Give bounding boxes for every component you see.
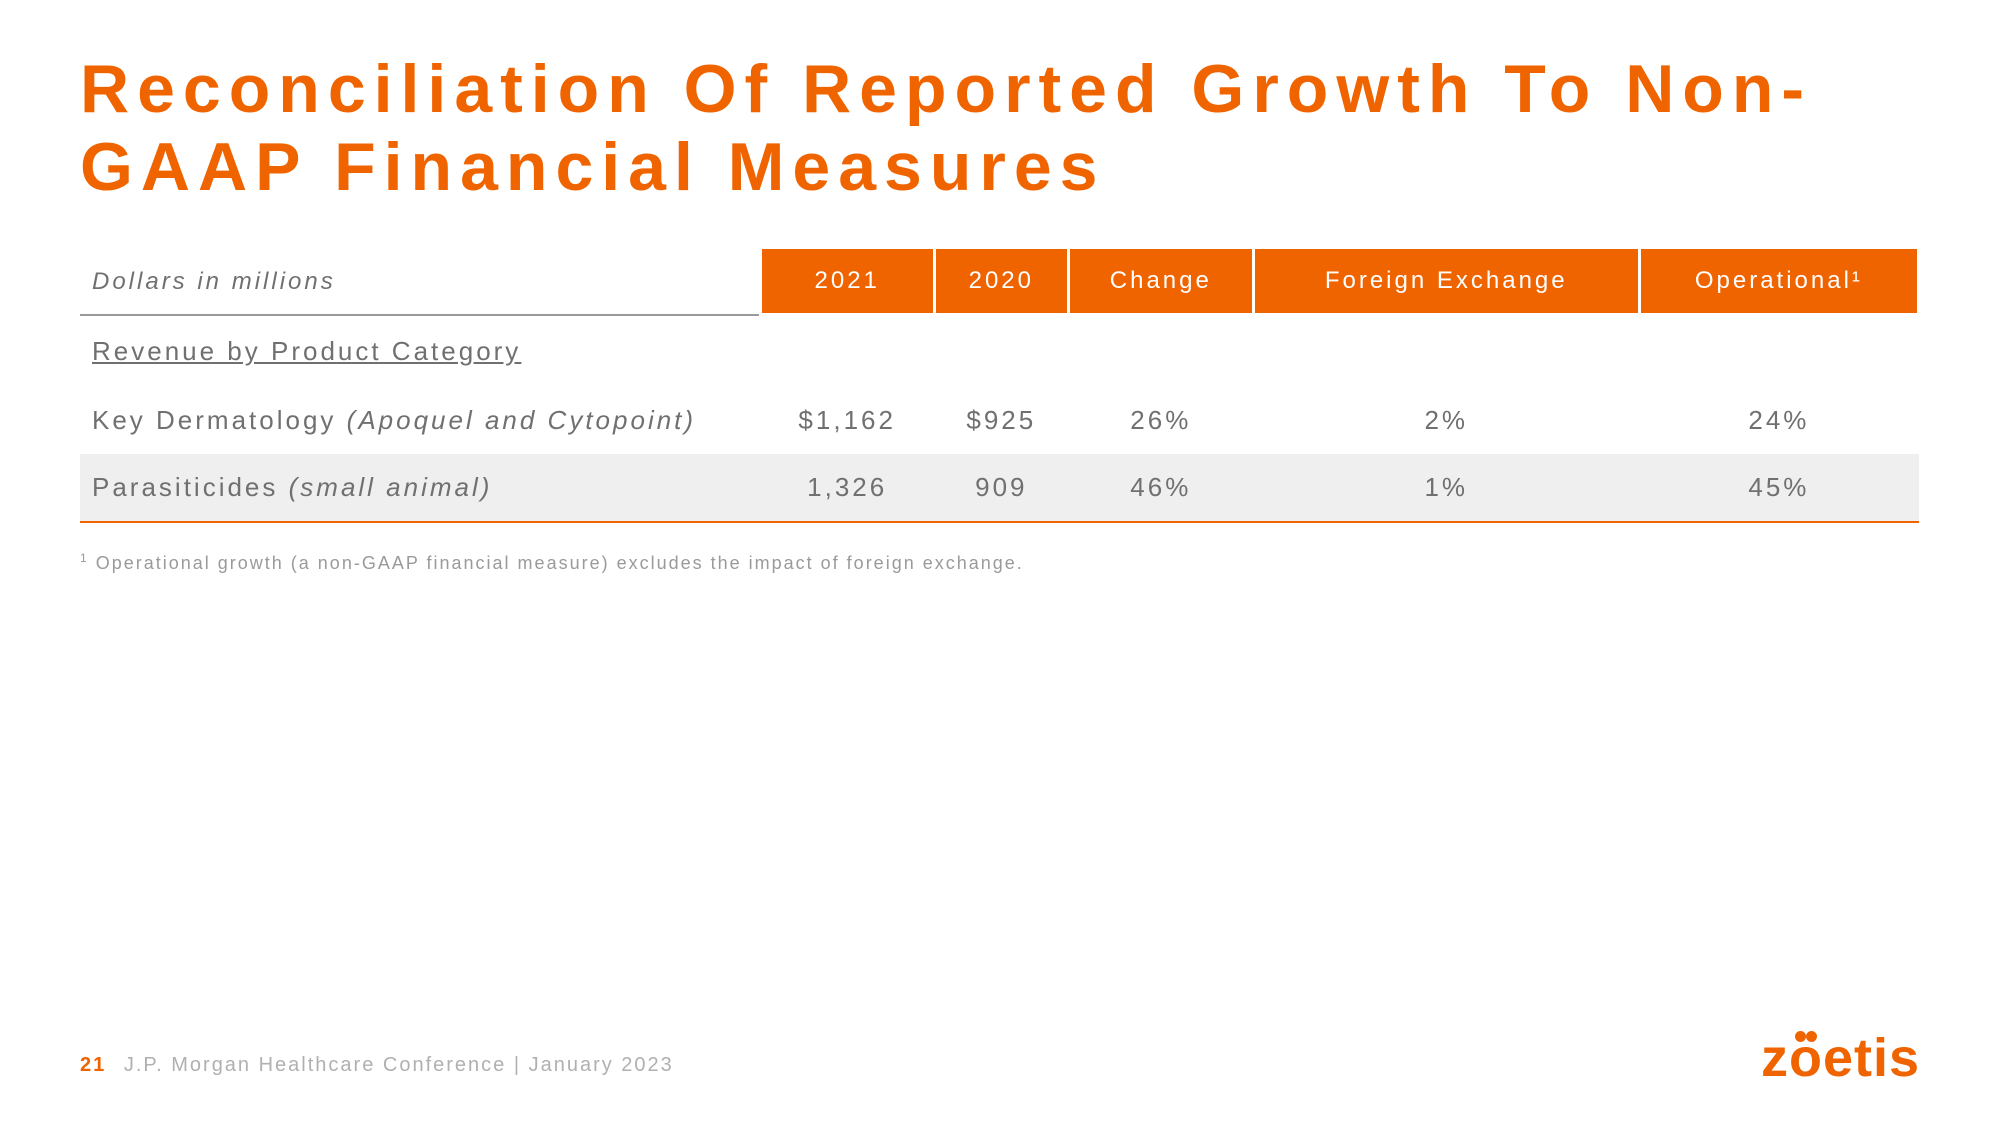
footnote: 1 Operational growth (a non-GAAP financi… <box>80 551 1920 574</box>
row-label-main: Key Dermatology <box>92 405 347 435</box>
col-fx: Foreign Exchange <box>1253 248 1639 315</box>
cell-value: 909 <box>934 454 1068 522</box>
col-operational: Operational¹ <box>1639 248 1918 315</box>
cell-value: 1% <box>1253 454 1639 522</box>
cell-value: 1,326 <box>760 454 934 522</box>
row-label-paren: (small animal) <box>289 472 493 502</box>
table-caption: Dollars in millions <box>80 248 760 315</box>
row-label: Parasiticides (small animal) <box>80 454 760 522</box>
col-2020: 2020 <box>934 248 1068 315</box>
table-row: Parasiticides (small animal) 1,326 909 4… <box>80 454 1919 522</box>
col-2021: 2021 <box>760 248 934 315</box>
zoetis-logo: zoetis <box>1761 1027 1920 1089</box>
cell-value: 45% <box>1639 454 1918 522</box>
row-label-main: Parasiticides <box>92 472 289 502</box>
cell-value: $1,162 <box>760 387 934 454</box>
section-row: Revenue by Product Category <box>80 315 1919 387</box>
row-label: Key Dermatology (Apoquel and Cytopoint) <box>80 387 760 454</box>
footnote-marker: 1 <box>80 551 89 565</box>
footnote-text: Operational growth (a non-GAAP financial… <box>96 553 1024 573</box>
cell-value: $925 <box>934 387 1068 454</box>
cell-value: 24% <box>1639 387 1918 454</box>
cell-value: 2% <box>1253 387 1639 454</box>
row-label-paren: (Apoquel and Cytopoint) <box>347 405 696 435</box>
page-title: Reconciliation Of Reported Growth To Non… <box>80 50 1920 206</box>
reconciliation-table: Dollars in millions 2021 2020 Change For… <box>80 246 1920 523</box>
page-number: 21 <box>80 1054 106 1076</box>
table-row: Key Dermatology (Apoquel and Cytopoint) … <box>80 387 1919 454</box>
cell-value: 46% <box>1068 454 1253 522</box>
table-header-row: Dollars in millions 2021 2020 Change For… <box>80 248 1919 315</box>
footer-text: J.P. Morgan Healthcare Conference | Janu… <box>124 1054 674 1076</box>
footer: 21 J.P. Morgan Healthcare Conference | J… <box>80 1054 674 1077</box>
section-label: Revenue by Product Category <box>80 315 760 387</box>
cell-value: 26% <box>1068 387 1253 454</box>
col-change: Change <box>1068 248 1253 315</box>
